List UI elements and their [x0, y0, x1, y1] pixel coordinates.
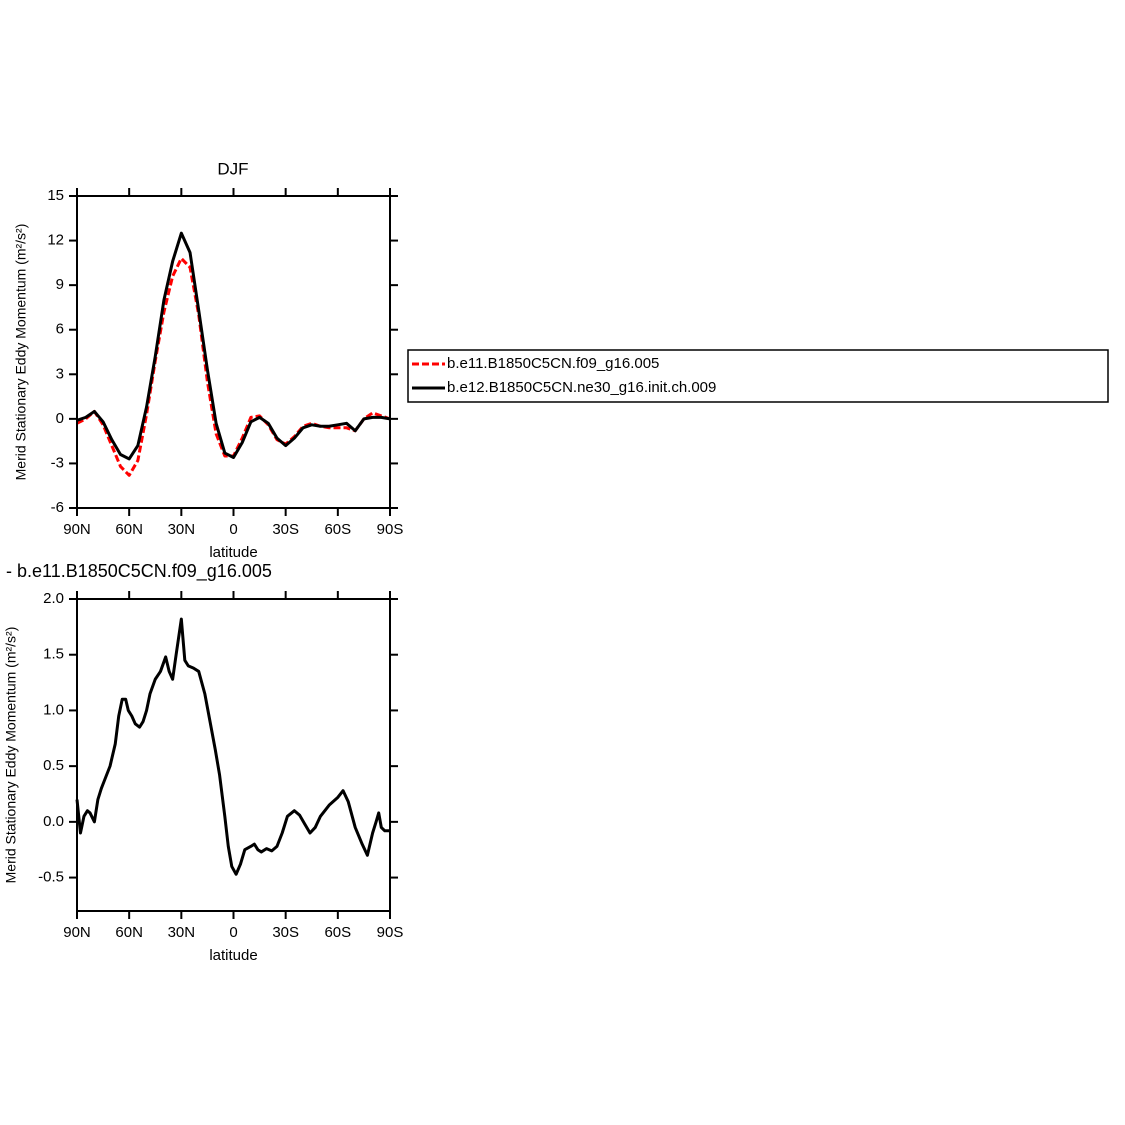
x-tick-label: 0	[229, 521, 237, 538]
series-line	[76, 231, 391, 461]
legend-label: b.e11.B1850C5CN.f09_g16.005	[447, 355, 659, 372]
y-tick-label: 15	[47, 187, 64, 204]
x-tick-label: 90S	[377, 924, 404, 941]
legend-box	[407, 349, 1109, 403]
x-tick-label: 90N	[63, 924, 91, 941]
x-tick-label: 90S	[377, 521, 404, 538]
x-axis-label: latitude	[209, 544, 257, 561]
plot-frame	[76, 598, 391, 912]
x-tick-label: 0	[229, 924, 237, 941]
y-axis-label: Merid Stationary Eddy Momentum (m²/s²)	[13, 224, 29, 481]
chart-title: DJF	[217, 159, 248, 178]
x-tick-label: 30S	[272, 924, 299, 941]
y-tick-label: 6	[56, 321, 64, 338]
y-tick-label: 1.0	[43, 701, 64, 718]
y-tick-label: 3	[56, 365, 64, 382]
x-tick-label: 60N	[115, 924, 143, 941]
x-tick-label: 30N	[168, 924, 196, 941]
y-tick-label: -3	[51, 454, 64, 471]
y-tick-label: 2.0	[43, 590, 64, 607]
x-tick-label: 90N	[63, 521, 91, 538]
y-tick-label: 0.5	[43, 757, 64, 774]
y-tick-label: -6	[51, 499, 64, 516]
series-line	[76, 256, 391, 477]
y-tick-label: 0.0	[43, 813, 64, 830]
x-tick-label: 60S	[324, 924, 351, 941]
y-axis-label: Merid Stationary Eddy Momentum (m²/s²)	[3, 627, 19, 884]
y-tick-label: -0.5	[38, 869, 64, 886]
x-tick-label: 60N	[115, 521, 143, 538]
x-tick-label: 60S	[324, 521, 351, 538]
y-tick-label: 0	[56, 410, 64, 427]
plot-frame	[76, 195, 391, 509]
x-tick-label: 30N	[168, 521, 196, 538]
y-tick-label: 1.5	[43, 646, 64, 663]
x-tick-label: 30S	[272, 521, 299, 538]
y-tick-label: 12	[47, 232, 64, 249]
chart-title: - b.e11.B1850C5CN.f09_g16.005	[6, 561, 272, 582]
y-tick-label: 9	[56, 276, 64, 293]
x-axis-label: latitude	[209, 947, 257, 964]
series-line	[75, 617, 390, 876]
legend-label: b.e12.B1850C5CN.ne30_g16.init.ch.009	[447, 379, 716, 396]
